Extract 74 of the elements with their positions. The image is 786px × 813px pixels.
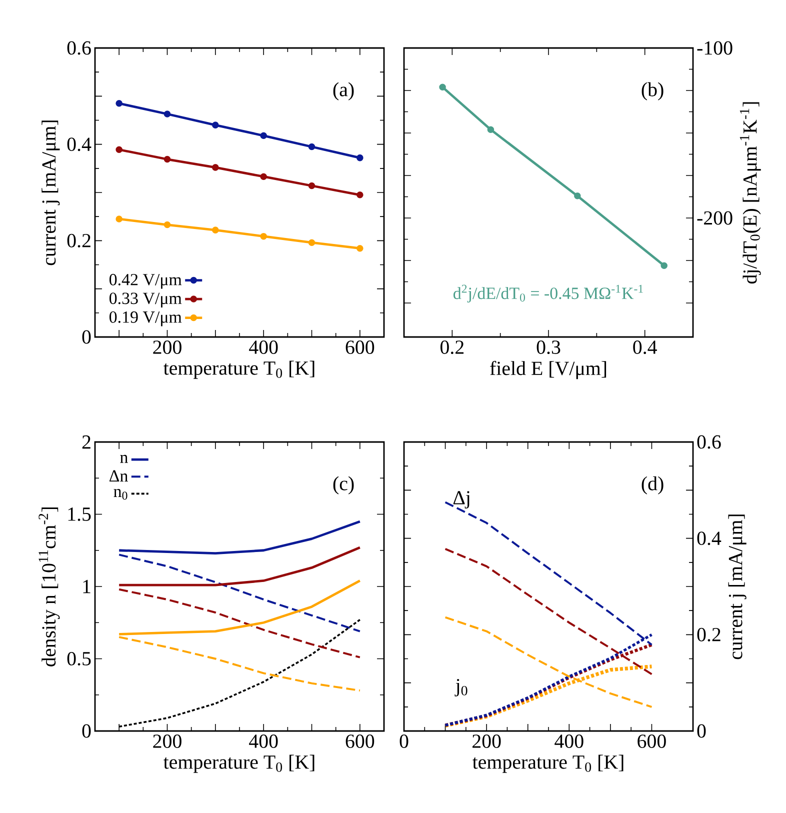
y2-axis-title: dj/dT$_{0}$(E) [nAμm$^{-1}$K$^{-1}$] bbox=[740, 102, 761, 284]
point bbox=[164, 221, 171, 228]
x-tick-label: 0 bbox=[400, 734, 408, 748]
y-axis-title: density n [10$^{11}$cm$^{-2}$] bbox=[38, 507, 60, 666]
point bbox=[574, 192, 581, 200]
legend-label: 0.19 V/μm bbox=[109, 311, 182, 326]
point bbox=[116, 146, 122, 154]
x-tick-label: 200 bbox=[153, 340, 182, 354]
annotation: Δj bbox=[453, 491, 470, 509]
y2-tick-label: -200 bbox=[697, 211, 732, 225]
point bbox=[212, 122, 219, 128]
point bbox=[487, 126, 494, 133]
line-series bbox=[118, 554, 361, 632]
y2-tick-label: 0.6 bbox=[697, 435, 721, 449]
y-tick-label: 0.5 bbox=[67, 652, 91, 666]
y-tick-label: 1 bbox=[83, 580, 90, 594]
legend-label: n bbox=[120, 454, 128, 463]
x-tick-label: 200 bbox=[472, 734, 501, 748]
x-tick-label: 400 bbox=[554, 734, 584, 748]
point bbox=[356, 192, 364, 198]
y2-tick-label: 0 bbox=[697, 724, 706, 738]
y-tick-label: 0 bbox=[82, 330, 91, 344]
y-tick-label: 0.4 bbox=[67, 138, 92, 152]
point bbox=[116, 216, 122, 222]
y-tick-label: 1.5 bbox=[68, 508, 91, 521]
point bbox=[260, 132, 267, 140]
point bbox=[164, 156, 171, 163]
y2-tick-label: 0.4 bbox=[697, 532, 722, 546]
point bbox=[212, 226, 219, 234]
y-tick-label: 2 bbox=[82, 435, 90, 449]
line-series bbox=[118, 588, 361, 658]
point bbox=[212, 164, 219, 171]
legend-label: 0.42 V/μm bbox=[109, 274, 182, 289]
point bbox=[439, 84, 446, 90]
y-tick-label: 0.2 bbox=[67, 234, 90, 248]
x-tick-label: 400 bbox=[249, 734, 278, 748]
x-axis-title: temperature T$_{0}$ [K] bbox=[472, 754, 624, 773]
annotation: d$^{2}$j/dE/dT$_{0}$ = -0.45 MΩ$^{-1}$K$^{-1}$ bbox=[454, 284, 643, 302]
point bbox=[260, 173, 267, 180]
y-axis-title: current j [mA/μm] bbox=[42, 120, 60, 266]
x-tick-label: 600 bbox=[638, 734, 666, 748]
x-axis-title: field E [V/μm] bbox=[490, 360, 606, 380]
legend-label: n$_{0}$ bbox=[114, 488, 128, 500]
point bbox=[356, 244, 364, 252]
point bbox=[356, 154, 364, 162]
x-tick-label: 0.3 bbox=[536, 340, 560, 354]
annotation: j$_{0}$ bbox=[454, 678, 468, 696]
x-tick-label: 0.2 bbox=[440, 340, 464, 354]
x-axis-title: temperature T$_{0}$ [K] bbox=[163, 360, 314, 379]
y-tick-label: 0 bbox=[82, 724, 91, 738]
x-tick-label: 600 bbox=[346, 734, 374, 748]
annotation: (b) bbox=[642, 82, 664, 100]
point bbox=[308, 182, 316, 190]
y-tick-label: 0.6 bbox=[67, 41, 91, 55]
line-series bbox=[118, 520, 362, 554]
point bbox=[308, 239, 316, 246]
x-tick-label: 0.4 bbox=[633, 340, 657, 354]
x-tick-label: 200 bbox=[153, 734, 182, 748]
annotation: (d) bbox=[642, 476, 664, 494]
annotation: (c) bbox=[333, 476, 354, 494]
legend-label: Δn bbox=[109, 470, 128, 482]
x-axis-title: temperature T$_{0}$ [K] bbox=[163, 754, 314, 773]
x-tick-label: 600 bbox=[346, 340, 374, 354]
point bbox=[260, 232, 267, 240]
point bbox=[660, 262, 668, 269]
x-tick-label: 400 bbox=[249, 340, 278, 354]
point bbox=[116, 100, 122, 107]
point bbox=[308, 143, 316, 150]
y2-tick-label: -100 bbox=[697, 41, 732, 55]
annotation: (a) bbox=[333, 82, 354, 100]
y2-axis-title: current j [mA/μm] bbox=[728, 514, 746, 660]
y2-tick-label: 0.2 bbox=[697, 628, 720, 642]
point bbox=[164, 110, 171, 118]
legend-label: 0.33 V/μm bbox=[109, 292, 182, 308]
